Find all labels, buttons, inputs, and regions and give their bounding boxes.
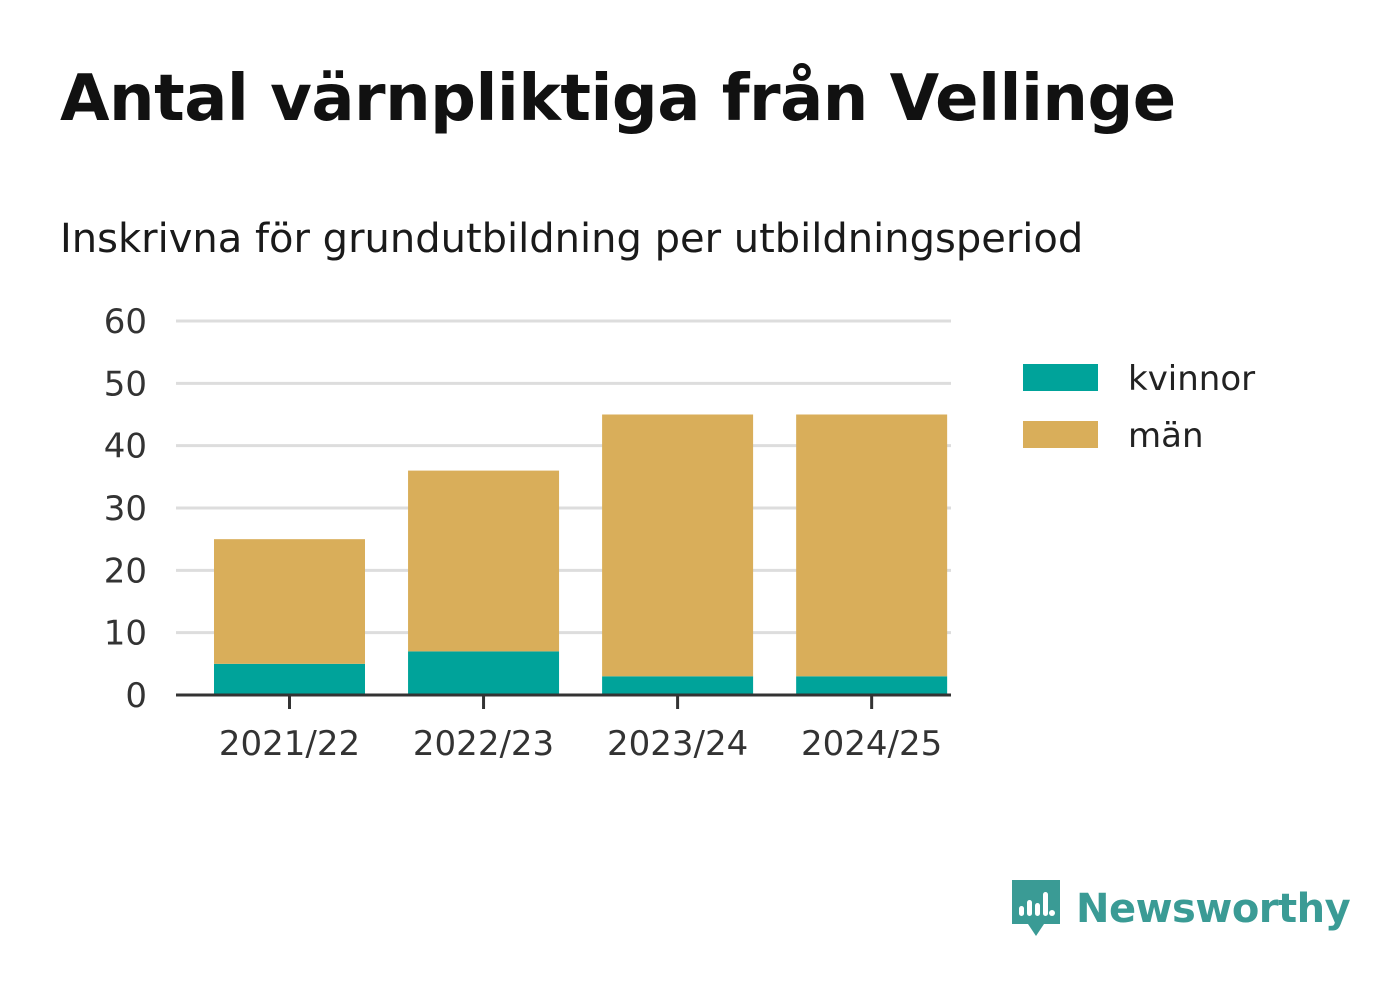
bar-segment-kvinnor [602, 676, 754, 695]
y-tick-label: 0 [125, 676, 147, 716]
bar-segment-kvinnor [408, 651, 560, 695]
x-tick-label: 2022/23 [413, 724, 554, 764]
y-tick-label: 20 [104, 551, 147, 591]
newsworthy-logo-icon [1012, 880, 1060, 936]
bar-segment-kvinnor [796, 676, 948, 695]
legend: kvinnor män [1023, 359, 1255, 456]
bar-segment-man [214, 539, 365, 664]
y-axis-ticks: 0 10 20 30 40 50 60 [104, 302, 147, 716]
bar-segment-man [408, 470, 560, 652]
y-tick-label: 10 [104, 614, 147, 654]
bar-segment-kvinnor [214, 663, 365, 695]
bar-segment-man [796, 414, 948, 677]
bars [214, 414, 948, 695]
bar-segment-man [602, 414, 754, 677]
y-tick-label: 40 [104, 427, 147, 467]
brand-name: Newsworthy [1076, 886, 1351, 932]
legend-swatch-man [1023, 421, 1098, 448]
legend-swatch-kvinnor [1023, 364, 1098, 391]
y-tick-label: 30 [104, 489, 147, 529]
x-tick-label: 2024/25 [801, 724, 942, 764]
y-tick-label: 60 [104, 302, 147, 342]
chart-title: Antal värnpliktiga från Vellinge [60, 62, 1176, 136]
legend-label-man: män [1128, 416, 1204, 456]
x-axis-ticks: 2021/22 2022/23 2023/24 2024/25 [219, 695, 942, 764]
x-tick-label: 2021/22 [219, 724, 360, 764]
x-tick-label: 2023/24 [607, 724, 748, 764]
chart-subtitle: Inskrivna för grundutbildning per utbild… [60, 216, 1084, 262]
newsworthy-brand: Newsworthy [1010, 878, 1351, 940]
y-tick-label: 50 [104, 364, 147, 404]
legend-label-kvinnor: kvinnor [1128, 359, 1255, 399]
